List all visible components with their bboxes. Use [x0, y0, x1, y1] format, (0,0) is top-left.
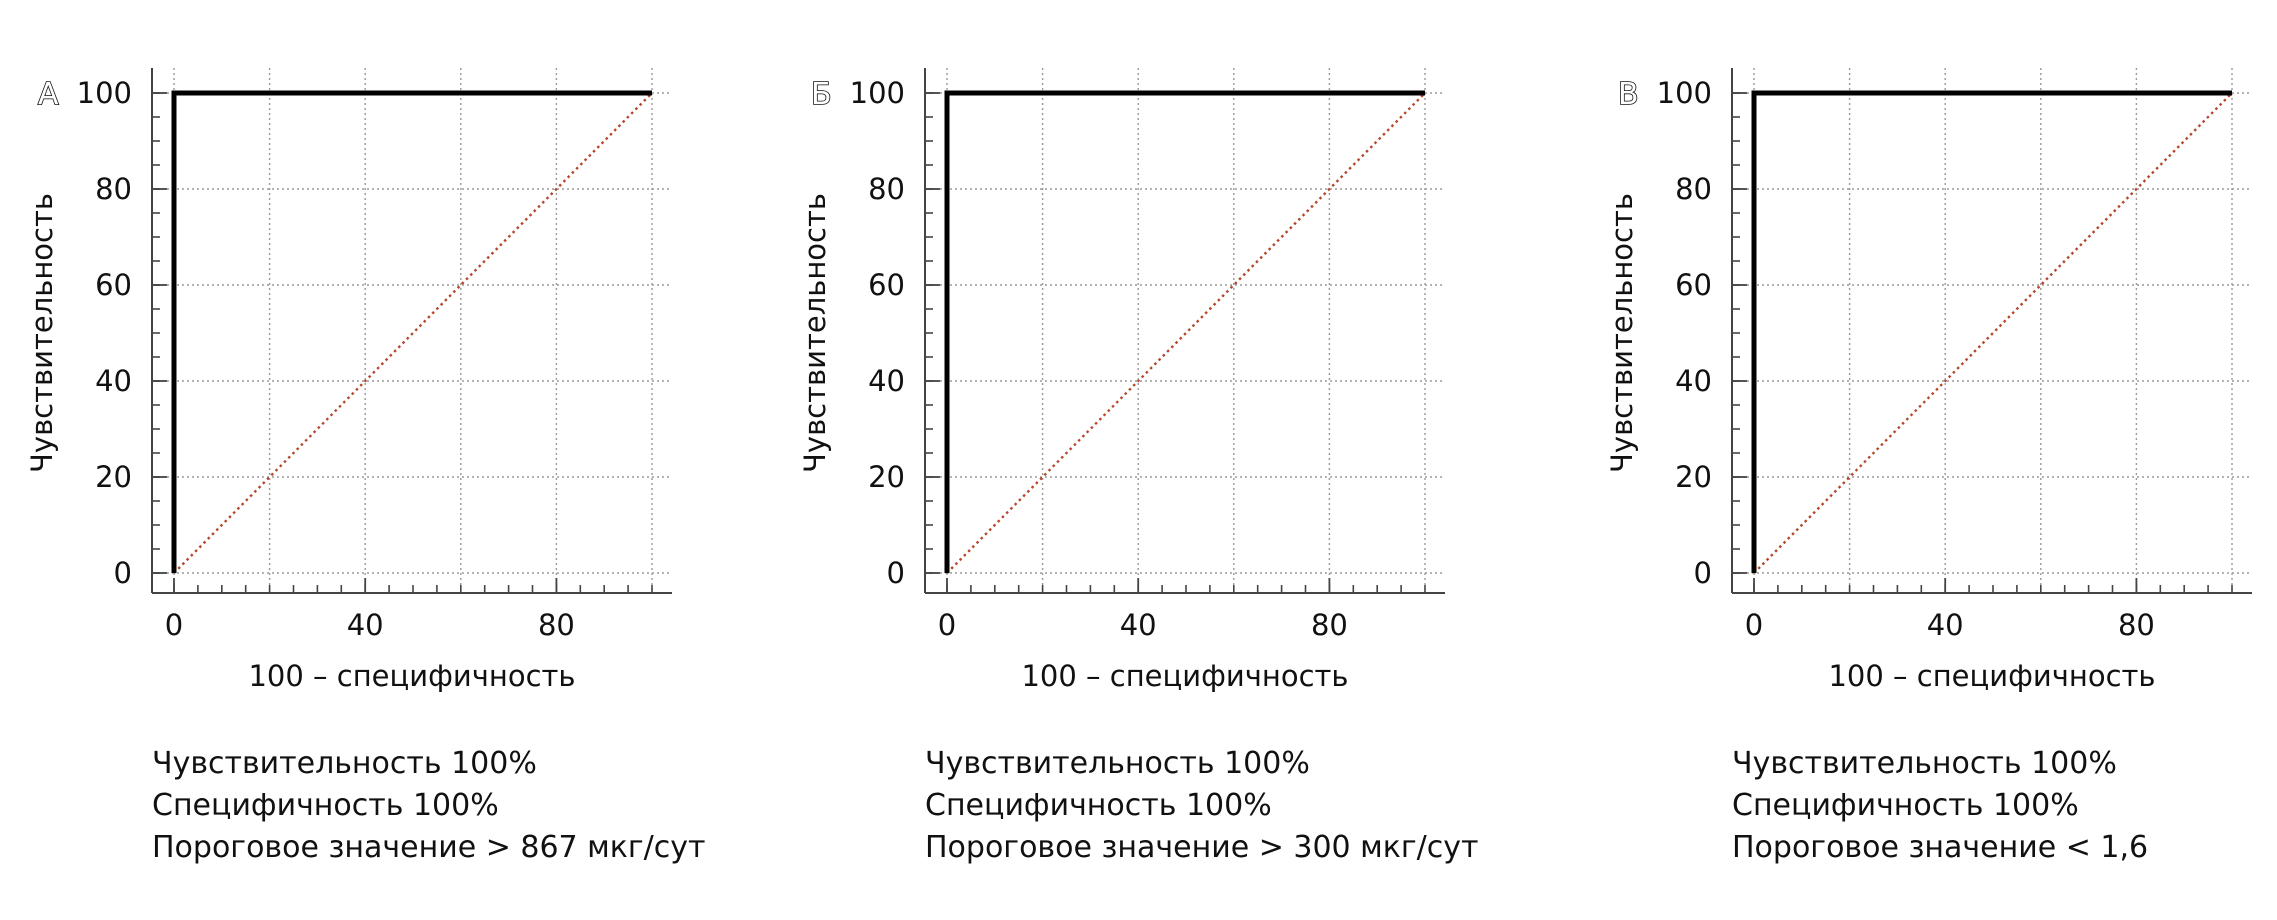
reference-diagonal-line [173, 92, 653, 574]
y-tick-label: 60 [95, 268, 132, 302]
roc-curve-line [944, 90, 1425, 573]
roc-stats: Чувствительность 100% Специфичность 100% П… [1732, 743, 2148, 869]
y-tick-label: 0 [114, 556, 132, 590]
roc-chart-svg: 0 20 40 60 80 100 0 40 80 100 – специфичность Чувс… [25, 68, 672, 693]
roc-panel: 0 20 40 60 80 100 0 40 80 100 – специфичность Чувс… [0, 0, 760, 920]
y-tick-label: 40 [1675, 364, 1712, 398]
x-tick-label: 40 [347, 608, 384, 642]
reference-diagonal-line [946, 92, 1426, 574]
y-tick-label: 60 [1675, 268, 1712, 302]
stats-line: Пороговое значение > 300 мкг/сут [925, 830, 1479, 865]
y-tick-label: 0 [887, 556, 905, 590]
roc-stats: Чувствительность 100% Специфичность 100% П… [152, 743, 706, 869]
panel-letter: Б [811, 77, 832, 112]
panel-letter: А [38, 77, 59, 112]
x-axis-label: 100 – специфичность [248, 659, 575, 693]
stats-line: Пороговое значение > 867 мкг/сут [152, 830, 706, 865]
stats-line: Чувствительность 100% [925, 746, 1310, 781]
x-axis-label: 100 – специфичность [1021, 659, 1348, 693]
x-axis-label: 100 – специфичность [1828, 659, 2155, 693]
y-axis-label: Чувствительность [1605, 193, 1639, 473]
y-axis-label: Чувствительность [798, 193, 832, 473]
roc-chart-svg: 0 20 40 60 80 100 0 40 80 100 – специфичность Чувс… [798, 68, 1445, 693]
y-axis-label: Чувствительность [25, 193, 59, 473]
y-tick-label: 100 [77, 76, 132, 110]
stats-line: Пороговое значение < 1,6 [1732, 830, 2149, 865]
x-tick-label: 0 [165, 608, 183, 642]
y-tick-label: 40 [95, 364, 132, 398]
x-tick-label: 80 [2118, 608, 2155, 642]
stats-line: Специфичность 100% [925, 788, 1272, 823]
y-tick-label: 100 [1657, 76, 1712, 110]
panel-letter: В [1618, 77, 1639, 112]
stats-line: Специфичность 100% [152, 788, 499, 823]
y-tick-label: 80 [868, 172, 905, 206]
y-tick-label: 80 [1675, 172, 1712, 206]
y-tick-label: 0 [1694, 556, 1712, 590]
x-tick-label: 0 [938, 608, 956, 642]
x-tick-label: 80 [1311, 608, 1348, 642]
y-tick-label: 40 [868, 364, 905, 398]
y-tick-label: 80 [95, 172, 132, 206]
stats-line: Специфичность 100% [1732, 788, 2079, 823]
y-tick-label: 20 [868, 460, 905, 494]
roc-panel: 0 20 40 60 80 100 0 40 80 100 – специфичность Чувс… [1580, 0, 2277, 920]
roc-curve-line [1751, 90, 2232, 573]
x-tick-label: 80 [538, 608, 575, 642]
y-tick-label: 20 [1675, 460, 1712, 494]
y-tick-label: 100 [850, 76, 905, 110]
roc-panel: 0 20 40 60 80 100 0 40 80 100 – специфичность Чувс… [773, 0, 1533, 920]
x-tick-label: 40 [1927, 608, 1964, 642]
y-tick-label: 20 [95, 460, 132, 494]
stats-line: Чувствительность 100% [1732, 746, 2117, 781]
stats-line: Чувствительность 100% [152, 746, 537, 781]
x-tick-label: 0 [1745, 608, 1763, 642]
y-tick-label: 60 [868, 268, 905, 302]
roc-curve-line [171, 90, 652, 573]
roc-stats: Чувствительность 100% Специфичность 100% П… [925, 743, 1479, 869]
x-tick-label: 40 [1120, 608, 1157, 642]
roc-chart-svg: 0 20 40 60 80 100 0 40 80 100 – специфичность Чувс… [1605, 68, 2252, 693]
reference-diagonal-line [1753, 92, 2233, 574]
